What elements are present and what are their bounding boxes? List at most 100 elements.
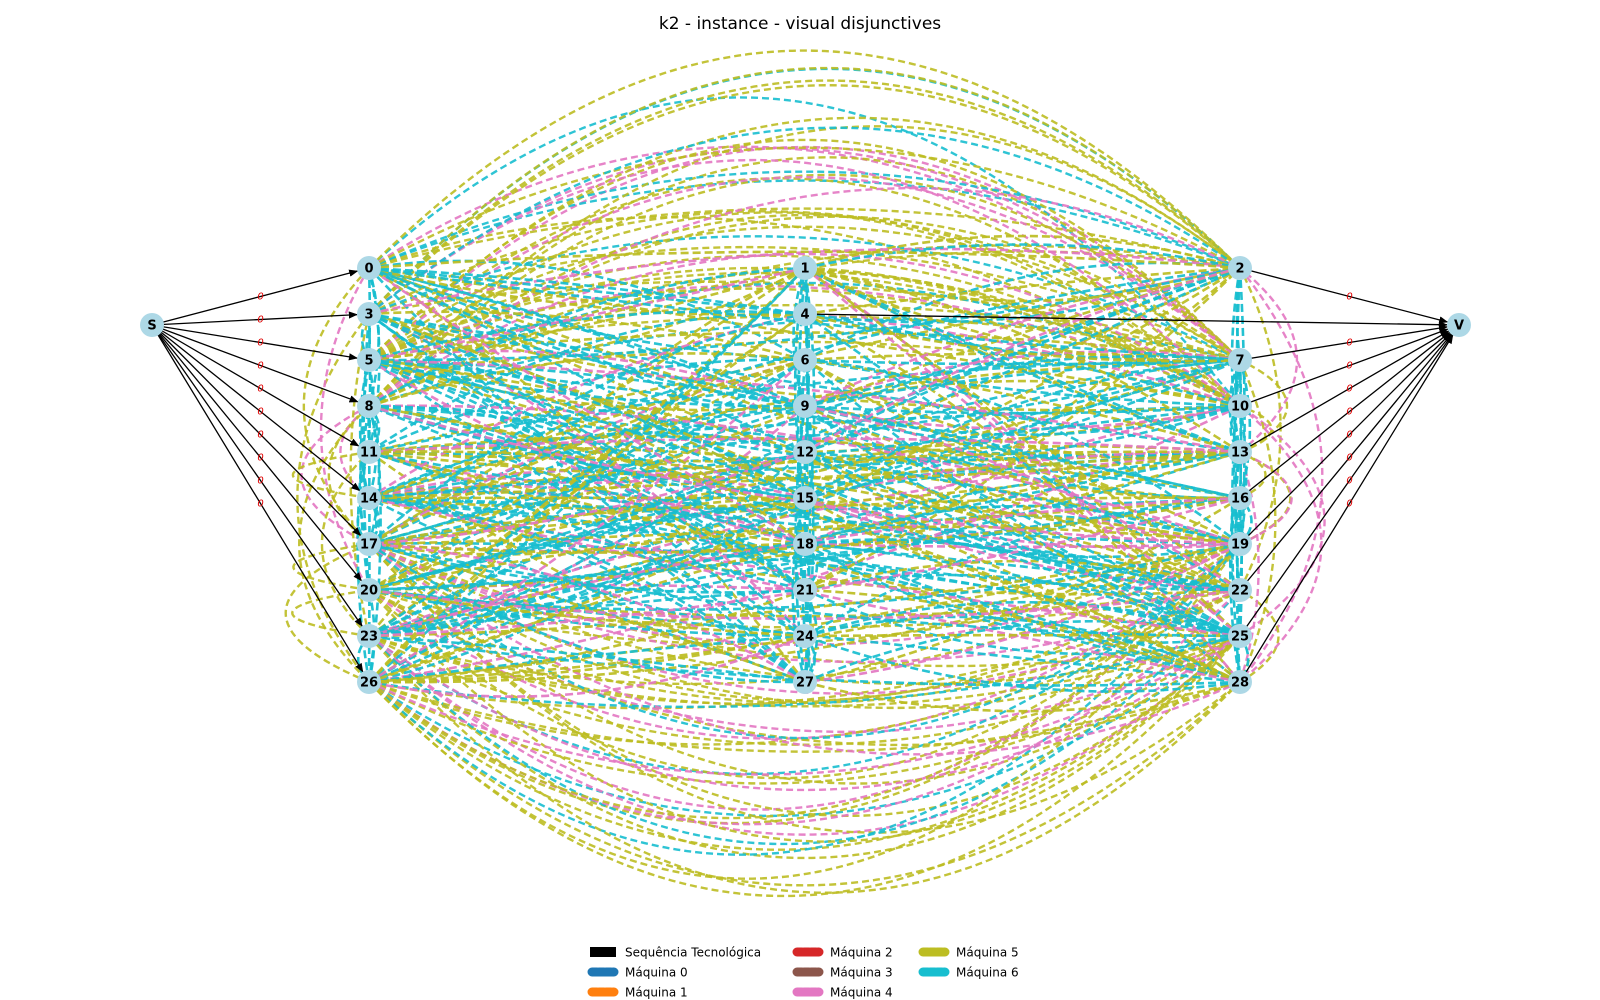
operation-node: 26 (357, 670, 381, 694)
disjunctive-arc (359, 359, 371, 591)
disjunctive-arc (368, 542, 1241, 638)
disjunctive-arc (804, 588, 1241, 656)
node-circle (1228, 670, 1252, 694)
disjunctive-arc (804, 266, 1241, 316)
legend-item: Máquina 6 (918, 966, 1019, 980)
node-circle (793, 348, 817, 372)
disjunctive-arc (1239, 404, 1273, 454)
operation-node: 6 (793, 348, 817, 372)
node-circle (793, 486, 817, 510)
node-label: 20 (360, 584, 378, 599)
operation-node: 11 (357, 440, 381, 464)
disjunctive-arc (804, 267, 1241, 592)
node-circle (357, 532, 381, 556)
operation-nodes: 0358111417202326146912151821242727101316… (140, 256, 1471, 694)
disjunctive-arc (1239, 267, 1324, 683)
node-circle (793, 670, 817, 694)
disjunctive-arc (368, 542, 806, 592)
arc-weight-label: 0 (1346, 292, 1352, 303)
node-circle (357, 440, 381, 464)
technological-arc (151, 324, 359, 403)
node-label: 15 (796, 492, 814, 507)
disjunctive-arc (368, 173, 1241, 407)
disjunctive-arc (368, 358, 1241, 454)
disjunctive-arc (368, 543, 1241, 756)
disjunctive-arc (804, 312, 1241, 408)
legend-item: Máquina 1 (587, 986, 688, 1000)
disjunctive-arc (368, 179, 1241, 270)
disjunctive-arc (367, 405, 381, 545)
disjunctive-arc (368, 634, 1241, 785)
disjunctive-arc (368, 634, 806, 698)
disjunctive-arc (368, 358, 806, 408)
diagram-title: k2 - instance - visual disjunctives (659, 14, 941, 34)
operation-node: 8 (357, 394, 381, 418)
operation-node: S (140, 313, 164, 337)
operation-node: 17 (357, 532, 381, 556)
disjunctive-arc (368, 312, 806, 500)
node-label: 21 (796, 584, 814, 599)
node-circle (793, 302, 817, 326)
disjunctive-arc (368, 404, 806, 454)
node-label: 17 (360, 538, 378, 553)
disjunctive-arc (804, 404, 1241, 592)
disjunctive-arc (1230, 267, 1242, 453)
disjunctive-arc (804, 358, 1241, 546)
node-label: 5 (364, 354, 373, 369)
node-label: 16 (1231, 492, 1249, 507)
node-circle (1228, 440, 1252, 464)
arc-weight-label: 0 (1346, 453, 1352, 464)
node-label: 3 (364, 308, 373, 323)
disjunctive-arc (804, 615, 1241, 684)
disjunctive-arc (368, 437, 1241, 454)
disjunctive-arc (368, 358, 806, 454)
legend-label: Sequência Tecnológica (625, 946, 761, 960)
technological-arc (151, 324, 364, 673)
disjunctive-arc (368, 266, 1241, 408)
disjunctive-arc (804, 358, 1241, 500)
operation-node: 9 (793, 394, 817, 418)
node-label: 26 (360, 676, 378, 691)
disjunctive-arc (368, 450, 806, 638)
node-label: 11 (360, 446, 378, 461)
node-label: 8 (364, 400, 373, 415)
disjunctive-arc (804, 404, 1241, 415)
node-label: 13 (1231, 446, 1249, 461)
disjunctive-arc (804, 496, 1241, 638)
operation-node: 5 (357, 348, 381, 372)
disjunctive-arc (368, 450, 1241, 592)
disjunctive-arc (368, 588, 806, 684)
operation-node: 14 (357, 486, 381, 510)
disjunctive-arc (368, 588, 806, 638)
node-label: 18 (796, 538, 814, 553)
disjunctive-arc (368, 358, 806, 408)
disjunctive-arc (368, 496, 806, 592)
disjunctive-arc (368, 266, 806, 408)
legend-label: Máquina 6 (956, 966, 1019, 980)
disjunctive-arc (804, 404, 1241, 592)
disjunctive-arc (368, 543, 1241, 702)
arc-weight-label: 0 (257, 338, 263, 349)
node-label: 27 (796, 676, 814, 691)
operation-node: 19 (1228, 532, 1252, 556)
disjunctive-arc (368, 266, 806, 316)
disjunctive-arc (368, 280, 1241, 362)
disjunctive-arc (1239, 450, 1293, 546)
disjunctive-arc (368, 635, 1241, 860)
disjunctive-arc (368, 542, 806, 684)
disjunctive-arc (804, 358, 1241, 408)
node-label: 2 (1235, 262, 1244, 277)
disjunctive-arc (804, 350, 1241, 408)
disjunctive-arc (368, 404, 1241, 684)
operation-node: 22 (1228, 578, 1252, 602)
node-label: 19 (1231, 538, 1249, 553)
disjunctive-arc (804, 358, 1241, 366)
node-circle (1228, 394, 1252, 418)
operation-node: 2 (1228, 256, 1252, 280)
disjunctive-arc (368, 267, 806, 683)
disjunctive-arc (368, 266, 806, 637)
node-circle (357, 348, 381, 372)
disjunctive-arc (368, 525, 1241, 592)
node-label: 0 (364, 262, 373, 277)
